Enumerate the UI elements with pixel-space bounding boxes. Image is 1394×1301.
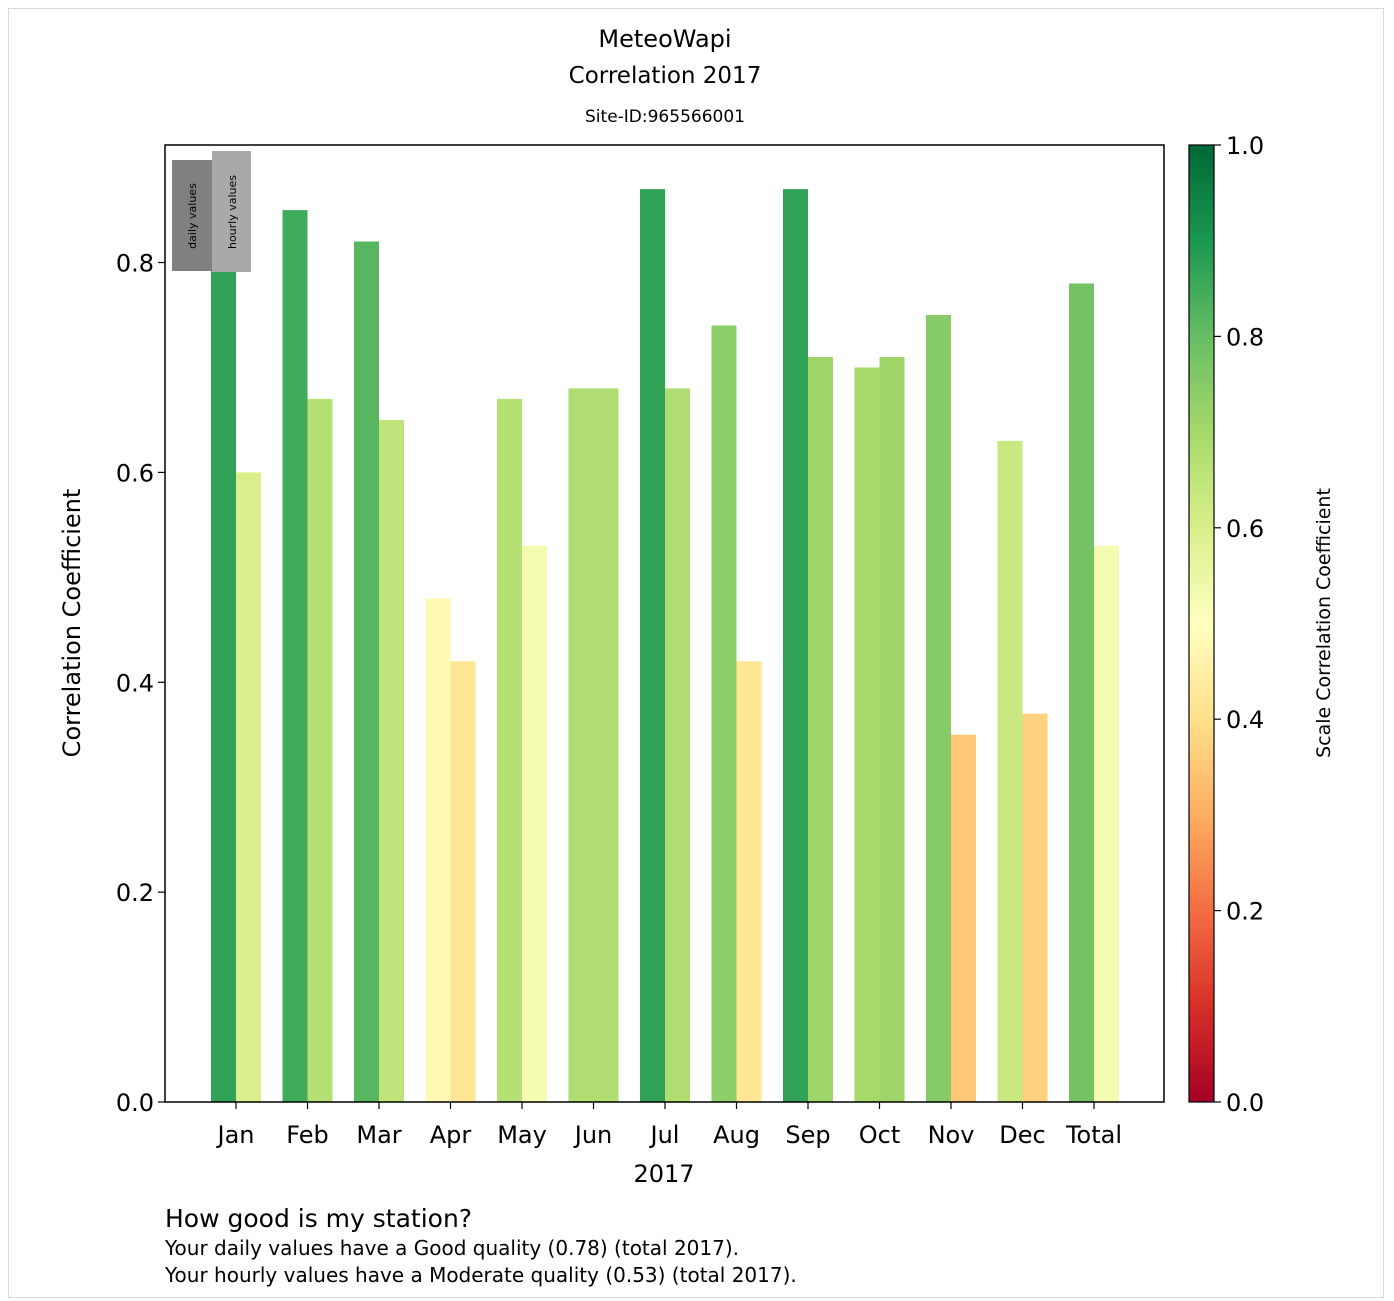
y-tick-label: 0.6 [116,459,154,487]
bar-daily-jun [568,388,594,1102]
daily-quality-text: Your daily values have a Good quality (0… [165,1236,740,1260]
x-tick-label: Nov [928,1121,975,1149]
bar-daily-mar [354,241,379,1102]
bar-daily-dec [997,440,1023,1102]
x-tick-label: May [497,1121,547,1149]
legend-daily-label: daily values [186,183,199,249]
chart-subtitle: Correlation 2017 [568,63,762,89]
bar-daily-oct [854,367,880,1102]
x-tick-label: Total [1065,1121,1122,1149]
x-tick-label: Sep [785,1121,830,1149]
x-tick-label: Jan [216,1121,255,1149]
x-axis: Jan Feb Mar Apr May Jun Jul Aug Sep Oct Nov Dec Tota… [216,1102,1122,1149]
bar-hourly-nov [951,734,976,1102]
bar-daily-sep [783,189,808,1103]
x-tick-label: Oct [859,1121,901,1149]
colorbar-label: Scale Correlation Coefficient [1313,488,1335,758]
legend-hourly-label: hourly values [226,175,239,249]
bar-hourly-jan [236,472,261,1102]
x-tick-label: Aug [713,1121,760,1149]
y-tick-label: 0.2 [116,879,154,907]
x-axis-label: 2017 [633,1160,694,1188]
bar-hourly-total [1094,545,1119,1102]
site-id: Site-ID:965566001 [585,107,745,127]
bar-group [211,189,1119,1103]
quality-heading: How good is my station? [165,1204,473,1233]
figure-frame [8,8,1384,1298]
bar-hourly-dec [1022,713,1048,1102]
y-tick-label: 0.0 [116,1089,154,1117]
bar-daily-feb [282,210,308,1103]
bar-hourly-may [522,545,547,1102]
colorbar-tick-label: 0.2 [1226,898,1264,926]
bar-hourly-feb [307,398,333,1102]
colorbar-tick-label: 1.0 [1226,132,1264,160]
legend: daily values hourly values [172,151,251,272]
colorbar-tick-label: 0.6 [1226,515,1264,543]
y-axis-label: Correlation Coefficient [58,489,86,758]
colorbar-tick-label: 0.4 [1226,706,1264,734]
bar-hourly-aug [736,661,762,1102]
bar-hourly-sep [808,357,833,1102]
bar-hourly-mar [379,419,404,1102]
x-tick-label: Jun [573,1121,613,1149]
x-tick-label: Feb [286,1121,329,1149]
y-tick-label: 0.8 [116,250,154,278]
x-tick-label: Dec [999,1121,1045,1149]
colorbar-tick-label: 0.8 [1226,323,1264,351]
colorbar-gradient [1188,144,1215,1103]
bar-daily-may [497,398,522,1102]
hourly-quality-text: Your hourly values have a Moderate quali… [165,1263,797,1287]
y-axis: 0.0 0.2 0.4 0.6 0.8 [116,250,165,1117]
x-tick-label: Apr [430,1121,472,1149]
chart-title: MeteoWapi [598,25,732,53]
bar-daily-total [1069,283,1094,1102]
bar-hourly-jul [665,388,690,1102]
y-tick-label: 0.4 [116,669,154,697]
correlation-chart: 0.0 0.2 0.4 0.6 0.8 Jan Feb Mar Apr May Jun Jul Aug… [58,132,1335,1188]
x-tick-label: Mar [356,1121,401,1149]
legend-daily-swatch [172,160,212,271]
colorbar-ticks: 0.0 0.2 0.4 0.6 0.8 1.0 [1214,132,1264,1117]
bar-daily-apr [425,598,451,1102]
bar-hourly-oct [879,357,905,1102]
x-tick-label: Jul [649,1121,680,1149]
legend-hourly-swatch [212,151,251,272]
bar-daily-jul [640,189,665,1103]
bar-daily-jan [211,189,236,1103]
colorbar-tick-label: 0.0 [1226,1089,1264,1117]
bar-hourly-jun [593,388,619,1102]
bar-hourly-apr [450,661,476,1102]
bar-daily-aug [711,325,737,1102]
bar-daily-nov [926,315,951,1102]
colorbar: 0.0 0.2 0.4 0.6 0.8 1.0 Scale Correlation Coe… [1188,132,1335,1117]
